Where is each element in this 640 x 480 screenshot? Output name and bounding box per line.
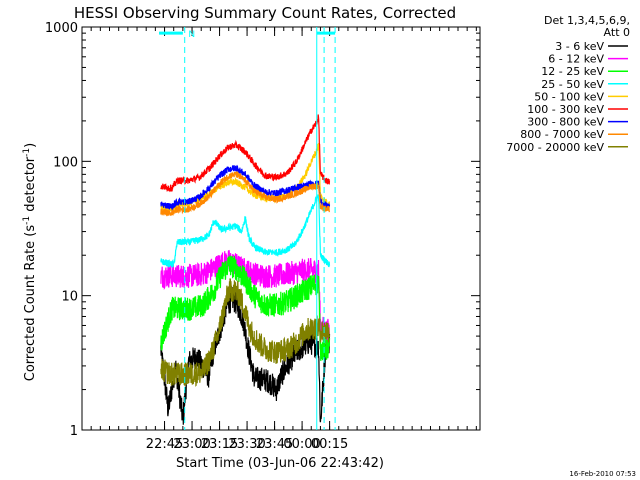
x-tick-label: 23:45 [256, 437, 293, 452]
y-tick-label: 1 [70, 424, 78, 439]
y-tick-label: 1000 [45, 21, 78, 36]
y-axis-label: Corrected Count Rate (s-1 detector-1) [22, 143, 38, 381]
legend-entry-label: 12 - 25 keV [541, 65, 604, 78]
footer-timestamp: 16-Feb-2010 07:53 [569, 470, 636, 478]
x-tick-label: 23:00 [173, 437, 210, 452]
series-group [160, 114, 331, 425]
series-line-8 [160, 278, 331, 387]
series-line-5 [160, 114, 331, 193]
legend-title-line2: Att 0 [604, 26, 630, 39]
legend-entry-label: 7000 - 20000 keV [506, 141, 604, 154]
legend-entry-label: 6 - 12 keV [548, 53, 604, 66]
annotation-label: N [188, 30, 195, 40]
series-line-3 [160, 194, 331, 269]
legend-entry-label: 25 - 50 keV [541, 78, 604, 91]
x-tick-label: 23:15 [201, 437, 238, 452]
series-line-2 [160, 255, 331, 361]
x-tick-label: 00:15 [311, 437, 348, 452]
legend-entry-label: 3 - 6 keV [555, 40, 604, 53]
legend-entry-label: 50 - 100 keV [534, 90, 604, 103]
plot-frame [81, 26, 481, 431]
legend-entry-label: 300 - 800 keV [527, 116, 604, 129]
series-line-6 [160, 164, 331, 211]
legend-entry-label: 800 - 7000 keV [520, 128, 604, 141]
y-tick-label: 10 [61, 290, 78, 305]
x-tick-label: 23:30 [228, 437, 265, 452]
y-tick-label: 100 [53, 155, 78, 170]
chart-title: HESSI Observing Summary Count Rates, Cor… [74, 4, 456, 22]
x-axis-label: Start Time (03-Jun-06 22:43:42) [176, 456, 384, 471]
x-tick-label: 22:45 [146, 437, 183, 452]
x-tick-label: 00:00 [283, 437, 320, 452]
series-line-7 [160, 171, 331, 217]
legend-title-line1: Det 1,3,4,5,6,9, [544, 14, 630, 27]
series-line-0 [160, 287, 331, 425]
legend-entry-label: 100 - 300 keV [527, 103, 604, 116]
